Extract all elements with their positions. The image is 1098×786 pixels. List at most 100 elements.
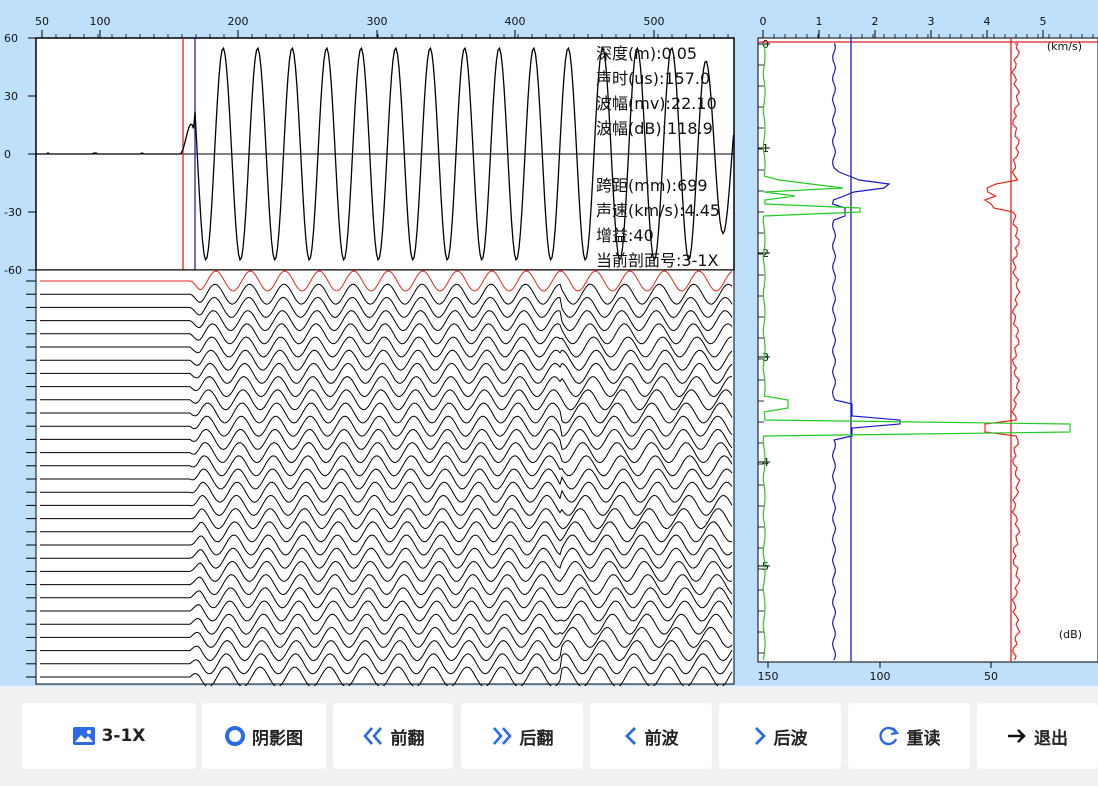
wiggle-panel	[26, 269, 735, 686]
wiggle-trace	[40, 613, 733, 635]
profile-velocity-axis: 0 1 2 3 4 5	[760, 15, 1094, 38]
wiggle-trace	[40, 270, 733, 292]
wiggle-trace	[40, 310, 733, 332]
wiggle-trace	[40, 653, 733, 675]
wiggle-traces	[26, 270, 733, 686]
page-prev-label: 前翻	[390, 728, 425, 749]
velocity-tick-label: 4	[984, 15, 991, 28]
depth-tick-label: 5	[762, 560, 769, 573]
page-next-label: 后翻	[519, 728, 554, 749]
reload-label: 重读	[906, 728, 941, 749]
exit-label: 退出	[1034, 728, 1068, 749]
wiggle-trace	[40, 376, 733, 398]
waveform-y-axis: 60 30 0 -30 -60	[4, 32, 36, 277]
shadow-view-label: 阴影图	[252, 728, 303, 749]
profile-plot-area	[757, 37, 1098, 663]
x-tick-label: 100	[90, 15, 111, 28]
y-tick-label: 60	[4, 32, 18, 45]
info-amplitude-mv: 波幅(mv):22.10	[596, 94, 717, 113]
wiggle-trace	[40, 283, 733, 305]
velocity-curve	[831, 43, 901, 661]
wiggle-trace	[40, 534, 733, 556]
profile-db-axis: 150 100 50	[758, 662, 998, 683]
info-readout: 深度(m):0.05 声时(us):157.0 波幅(mv):22.10 波幅(…	[596, 44, 720, 270]
wave-next-button[interactable]: 后波	[719, 703, 841, 769]
wiggle-trace	[40, 666, 733, 686]
wiggle-trace	[40, 626, 733, 648]
circle-dot-icon	[225, 726, 245, 746]
velocity-tick-label: 3	[928, 15, 935, 28]
page-prev-button[interactable]: 前翻	[333, 703, 453, 769]
db-tick-label: 50	[984, 670, 998, 683]
wiggle-trace	[40, 508, 733, 530]
info-section-id: 当前剖面号:3-1X	[596, 251, 719, 270]
wiggle-trace	[40, 323, 733, 345]
velocity-tick-label: 2	[872, 15, 879, 28]
db-tick-label: 100	[870, 670, 891, 683]
info-velocity: 声速(km/s):4.45	[596, 201, 720, 220]
wave-prev-button[interactable]: 前波	[590, 703, 712, 769]
wiggle-trace	[40, 428, 733, 450]
wiggle-trace	[40, 481, 733, 503]
velocity-tick-label: 0	[760, 15, 767, 28]
wiggle-trace	[40, 336, 733, 358]
bottom-toolbar: 3-1X 阴影图 前翻 后翻 前波 后波 重读 退出	[0, 686, 1098, 786]
wiggle-trace	[40, 547, 733, 569]
wiggle-trace	[40, 587, 733, 609]
velocity-tick-label: 1	[816, 15, 823, 28]
y-tick-label: -30	[4, 206, 22, 219]
info-amplitude-db: 波幅(dB):118.9	[596, 119, 713, 138]
wiggle-trace	[40, 521, 733, 543]
depth-tick-label: 0	[762, 38, 769, 51]
double-chevron-right-icon	[492, 727, 512, 745]
depth-tick-label: 2	[762, 247, 769, 260]
depth-tick-label: 3	[762, 351, 769, 364]
wiggle-trace	[40, 389, 733, 411]
profile-button-label: 3-1X	[101, 726, 146, 746]
info-gain: 增益:40	[596, 226, 654, 245]
x-tick-label: 200	[228, 15, 249, 28]
exit-button[interactable]: 退出	[977, 703, 1098, 769]
wave-next-label: 后波	[773, 728, 808, 749]
profile-button[interactable]: 3-1X	[22, 703, 196, 769]
wiggle-trace	[40, 402, 733, 424]
info-time: 声时(us):157.0	[596, 69, 710, 88]
unit-db-label: (dB)	[1059, 628, 1082, 641]
depth-tick-label: 1	[762, 142, 769, 155]
unit-velocity-label: (km/s)	[1047, 40, 1082, 53]
psd-curve	[762, 43, 1071, 661]
y-tick-label: -60	[4, 264, 22, 277]
chevron-left-icon	[624, 727, 636, 745]
shadow-view-button[interactable]: 阴影图	[202, 703, 326, 769]
reload-button[interactable]: 重读	[848, 703, 970, 769]
wiggle-trace	[40, 494, 733, 516]
wiggle-trace	[40, 455, 733, 477]
y-tick-label: 0	[4, 148, 11, 161]
chevron-right-icon	[754, 727, 766, 745]
refresh-icon	[878, 726, 899, 746]
double-chevron-left-icon	[362, 727, 382, 745]
db-tick-label: 150	[758, 670, 779, 683]
wiggle-trace	[40, 640, 733, 662]
wiggle-trace	[40, 574, 733, 596]
velocity-tick-label: 5	[1040, 15, 1047, 28]
wiggle-trace	[40, 349, 733, 371]
y-tick-label: 30	[4, 90, 18, 103]
page-next-button[interactable]: 后翻	[461, 703, 583, 769]
wiggle-trace	[40, 442, 733, 464]
info-depth: 深度(m):0.05	[596, 44, 697, 63]
wiggle-trace	[40, 362, 733, 384]
amplitude-curve	[983, 43, 1021, 661]
arrow-right-icon	[1008, 729, 1026, 743]
chart-image-icon	[72, 727, 95, 745]
wiggle-trace	[40, 296, 733, 318]
x-tick-label: 500	[644, 15, 665, 28]
wiggle-trace	[40, 600, 733, 622]
wiggle-trace	[40, 415, 733, 437]
wave-prev-label: 前波	[644, 728, 679, 749]
x-tick-label: 300	[367, 15, 388, 28]
wiggle-plot-area	[35, 269, 735, 685]
